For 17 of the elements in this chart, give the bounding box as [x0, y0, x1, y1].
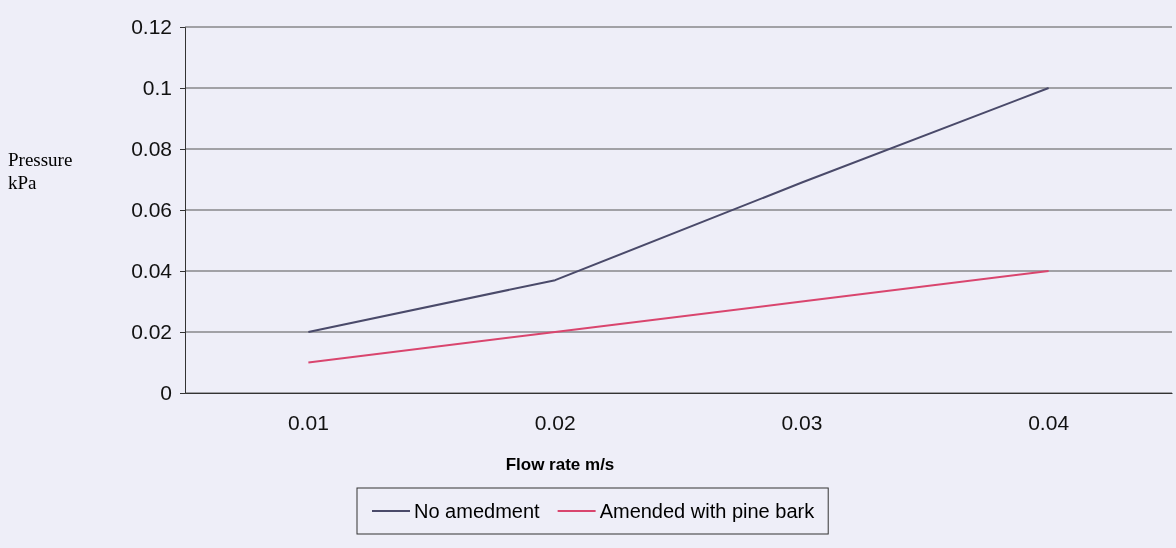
y-tick-label: 0: [160, 381, 172, 405]
line-series: [307, 270, 1050, 364]
y-tick-label: 0.02: [131, 320, 172, 344]
y-tick-label: 0.12: [131, 15, 172, 39]
x-tick-label: 0.04: [1028, 410, 1070, 434]
legend-label: Amended with pine bark: [599, 500, 816, 522]
x-tick-label: 0.02: [534, 410, 576, 434]
x-tick-label: 0.03: [781, 410, 823, 434]
x-axis-title: Flow rate m/s: [505, 455, 615, 474]
legend-label: No amedment: [414, 500, 541, 522]
y-axis-title: Pressure kPa: [8, 149, 73, 193]
y-tick-label: 0.1: [142, 76, 172, 100]
line-series: [307, 87, 1050, 333]
y-tick-label: 0.04: [131, 259, 173, 283]
y-tick-label: 0.08: [131, 137, 172, 161]
x-tick-label: 0.01: [287, 410, 329, 434]
y-tick-label: 0.06: [131, 198, 172, 222]
